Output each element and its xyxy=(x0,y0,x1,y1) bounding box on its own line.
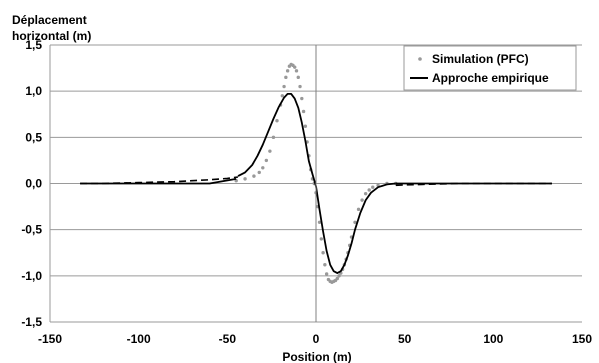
simulation-point xyxy=(335,276,339,281)
y-tick-label: -1,5 xyxy=(21,315,42,329)
simulation-point xyxy=(284,75,288,80)
x-tick-label: 150 xyxy=(572,332,592,346)
simulation-point xyxy=(285,69,290,73)
simulation-point xyxy=(356,207,361,212)
simulation-point xyxy=(321,251,325,255)
simulation-point xyxy=(280,94,285,98)
y-tick-label: -0,5 xyxy=(21,223,42,237)
simulation-point xyxy=(268,149,272,153)
simulation-point xyxy=(337,274,341,278)
simulation-point xyxy=(275,119,279,123)
legend-label-empirical: Approche empirique xyxy=(432,71,549,85)
simulation-point xyxy=(298,84,302,89)
legend-label-simulation: Simulation (PFC) xyxy=(432,52,529,66)
x-tick-label: -150 xyxy=(38,332,62,346)
simulation-point xyxy=(324,272,329,276)
simulation-point xyxy=(261,166,265,170)
simulation-point xyxy=(294,69,299,73)
tick-labels: 1,5 1,0 0,5 0,0 -0,5 -1,0 -1,5 -150 -100 -50 0 50 10… xyxy=(21,38,592,346)
empirical-line-4 xyxy=(80,178,237,185)
y-tick-label: -1,0 xyxy=(21,269,42,283)
simulation-point xyxy=(243,177,247,181)
x-tick-label: -50 xyxy=(219,332,237,346)
y-tick-label: 0,5 xyxy=(25,130,42,144)
legend-box xyxy=(403,45,577,91)
simulation-point xyxy=(293,65,297,69)
simulation-point xyxy=(300,96,304,101)
simulation-point xyxy=(257,170,261,175)
simulation-point xyxy=(303,124,308,128)
y-tick-label: 1,5 xyxy=(25,38,42,52)
simulation-point xyxy=(371,185,375,189)
simulation-point xyxy=(319,237,324,241)
legend: Simulation (PFC) Approche empirique xyxy=(403,45,577,91)
simulation-point xyxy=(363,191,368,196)
y-axis-title-line1: Déplacement xyxy=(12,13,87,27)
x-tick-label: 0 xyxy=(313,332,320,346)
axes xyxy=(49,45,317,322)
x-tick-label: 100 xyxy=(483,332,503,346)
x-axis-title: Position (m) xyxy=(282,350,351,363)
simulation-point xyxy=(264,158,269,163)
simulation-point xyxy=(271,135,276,140)
simulation-point xyxy=(252,174,256,178)
simulation-point xyxy=(323,263,327,267)
simulation-point xyxy=(367,188,371,192)
y-axis-title-line2: horizontal (m) xyxy=(12,29,91,43)
y-tick-label: 1,0 xyxy=(25,84,42,98)
simulation-point xyxy=(301,109,306,114)
simulation-point xyxy=(353,220,357,224)
simulation-point xyxy=(360,198,364,202)
simulation-point xyxy=(317,220,322,224)
legend-marker-simulation xyxy=(418,57,422,61)
simulation-point xyxy=(296,75,300,80)
simulation-point xyxy=(282,84,286,89)
y-tick-label: 0,0 xyxy=(25,177,42,191)
x-tick-label: 50 xyxy=(398,332,412,346)
x-tick-label: -100 xyxy=(127,332,151,346)
dashed-tail-line-2 xyxy=(80,176,239,185)
